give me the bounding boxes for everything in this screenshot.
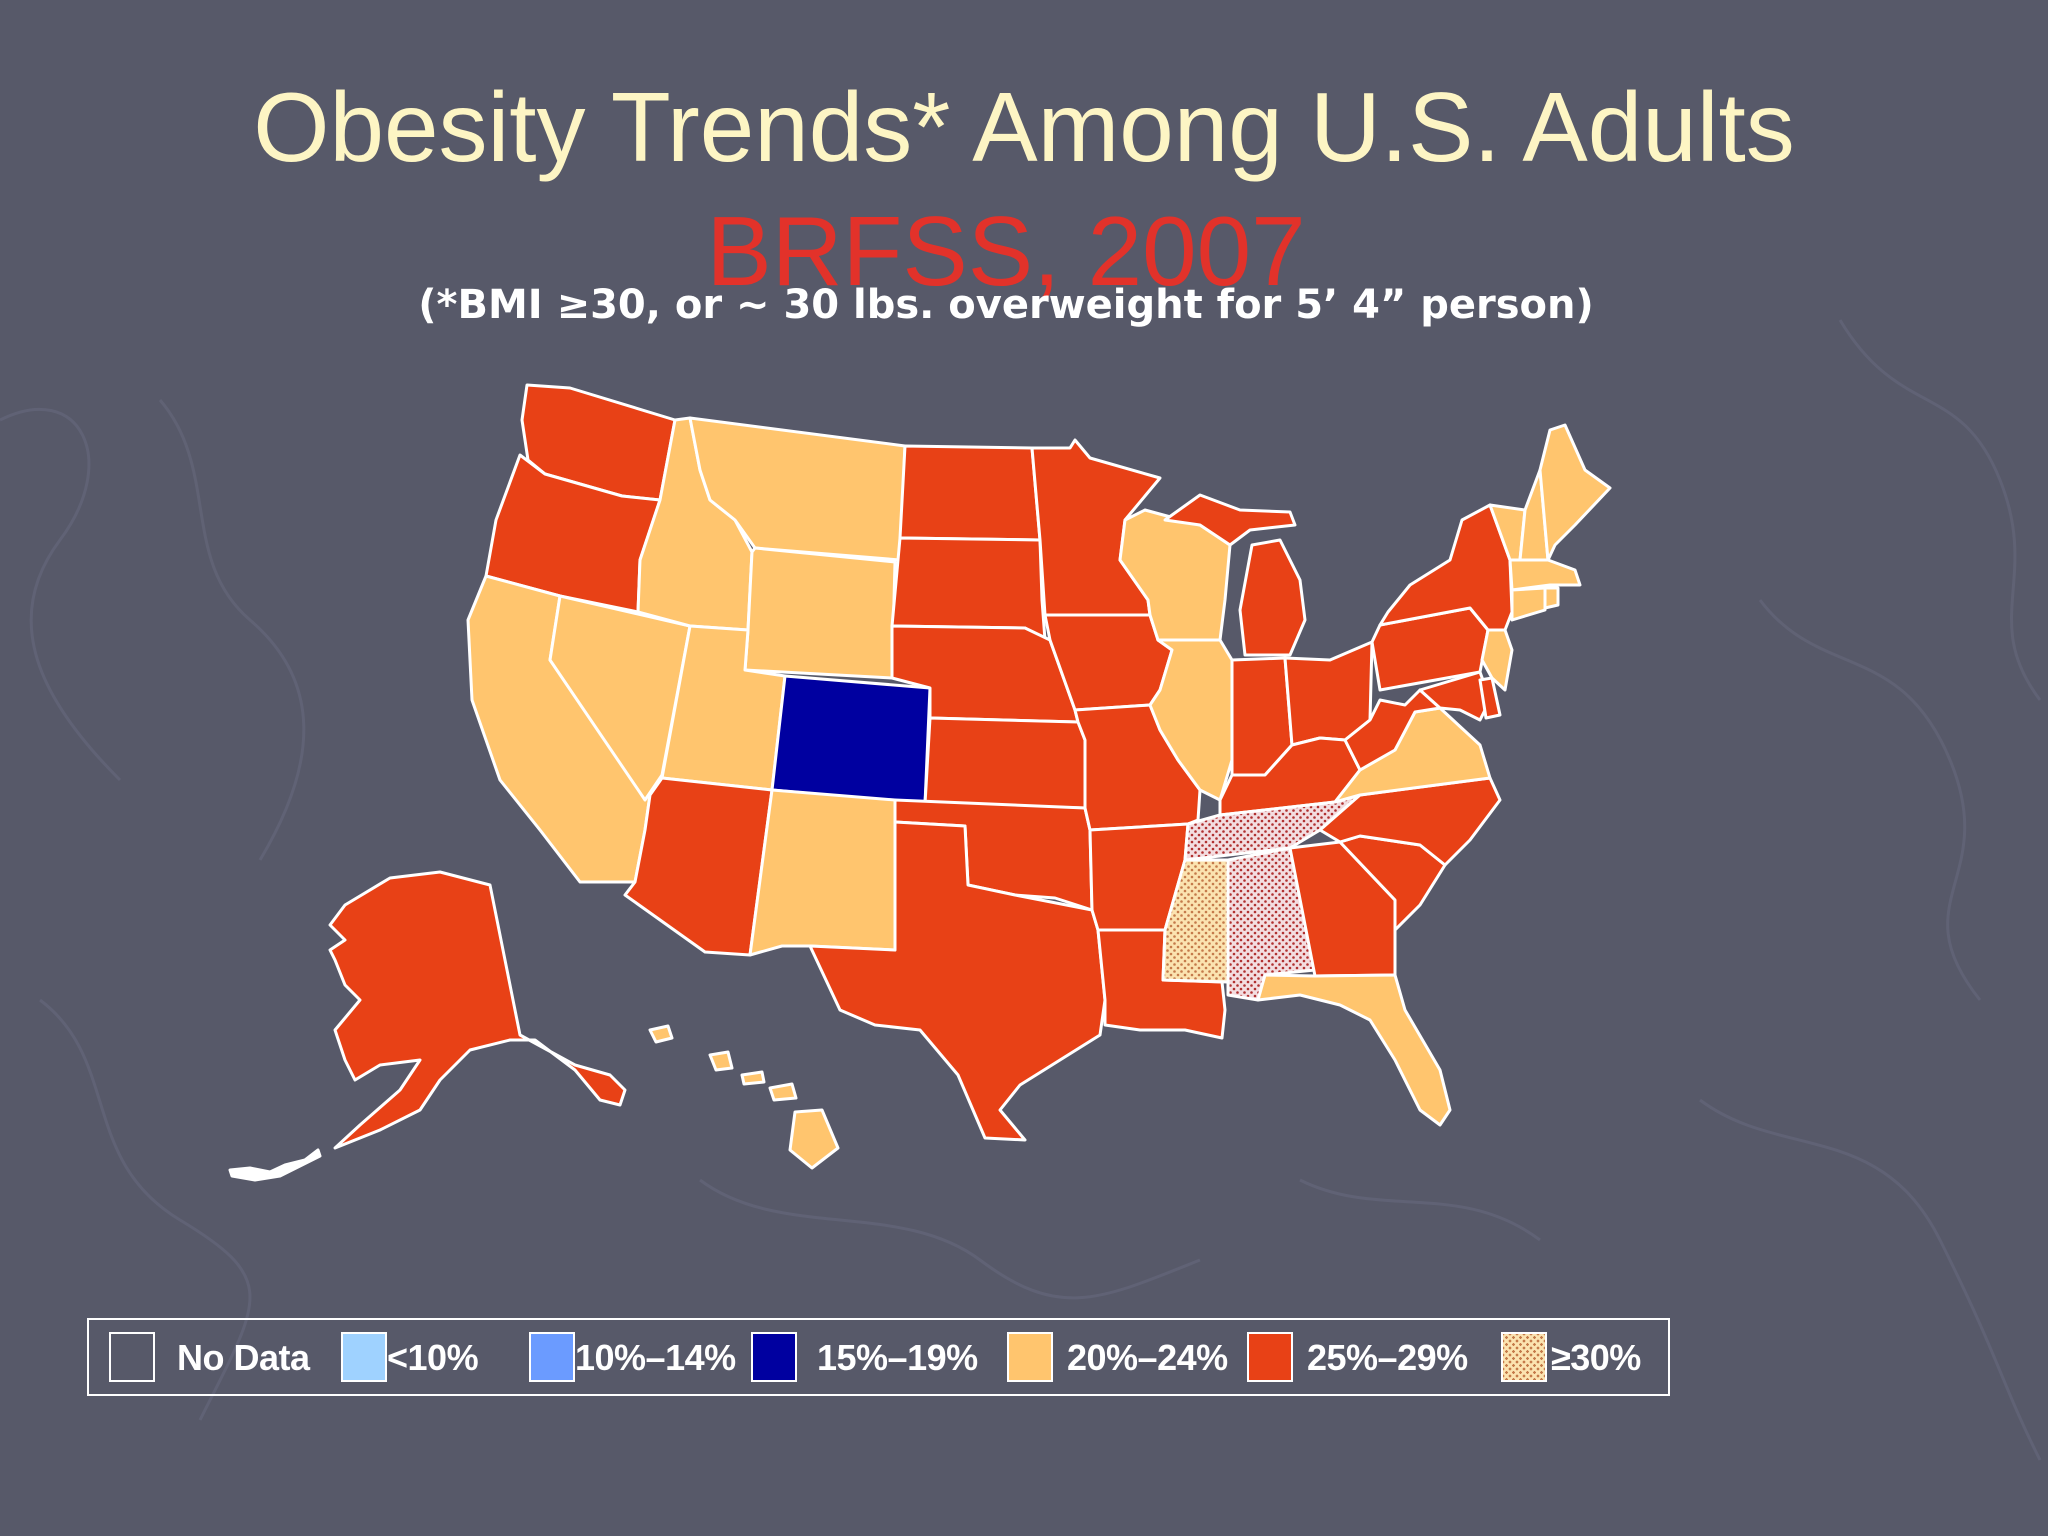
state-south-dakota (890, 536, 1047, 642)
legend-swatch-lt10 (341, 1332, 387, 1382)
slide-subtitle: BRFSS, 2007 (706, 196, 1306, 306)
legend-swatch-20-24 (1007, 1332, 1053, 1382)
legend-swatch-no-data (109, 1332, 155, 1382)
legend-label: <10% (387, 1337, 479, 1378)
legend-label: ≥30% (1551, 1337, 1641, 1378)
state-florida (1256, 973, 1452, 1127)
state-hawaii-maui (768, 1082, 798, 1102)
legend-swatch-15-19 (751, 1332, 797, 1382)
legend-label: 15%–19% (817, 1337, 978, 1378)
legend-label: 20%–24% (1067, 1337, 1228, 1378)
map-legend: No Data <10% 10%–14% 15%–19% 20%–24% 25%… (87, 1318, 1670, 1396)
state-rhode-island (1543, 586, 1560, 610)
state-texas (808, 820, 1107, 1142)
state-new-york (1378, 503, 1514, 632)
state-hawaii-kauai (648, 1024, 674, 1044)
state-georgia (1288, 840, 1397, 978)
state-hawaii-oahu (708, 1050, 734, 1072)
state-new-jersey (1480, 628, 1514, 692)
state-hawaii-big-island (788, 1108, 840, 1170)
state-michigan-lower (1238, 538, 1307, 657)
slide-title: Obesity Trends* Among U.S. Adults (253, 72, 1795, 182)
state-illinois (1148, 638, 1234, 802)
legend-label: 25%–29% (1307, 1337, 1468, 1378)
state-maine (1538, 423, 1612, 562)
state-north-dakota (898, 444, 1042, 542)
state-delaware (1478, 676, 1502, 720)
legend-swatch-25-29 (1247, 1332, 1293, 1382)
state-new-mexico (748, 788, 897, 957)
legend-swatch-gte30 (1501, 1332, 1547, 1382)
state-alaska-islands (228, 1148, 322, 1182)
legend-swatch-10-14 (529, 1332, 575, 1382)
state-hawaii-molokai (740, 1070, 766, 1086)
state-connecticut (1510, 586, 1547, 622)
legend-label: 10%–14% (575, 1337, 736, 1378)
state-massachusetts (1508, 558, 1582, 592)
state-maryland (1418, 670, 1492, 722)
state-alaska (328, 870, 627, 1150)
state-colorado (770, 674, 932, 806)
legend-label: No Data (177, 1337, 310, 1378)
state-wyoming (743, 546, 897, 680)
state-kansas (923, 716, 1087, 810)
state-mississippi (1161, 858, 1230, 984)
state-michigan-upper (1163, 493, 1297, 547)
bmi-footnote: (*BMI ≥30, or ~ 30 lbs. overweight for 5… (418, 282, 1594, 328)
